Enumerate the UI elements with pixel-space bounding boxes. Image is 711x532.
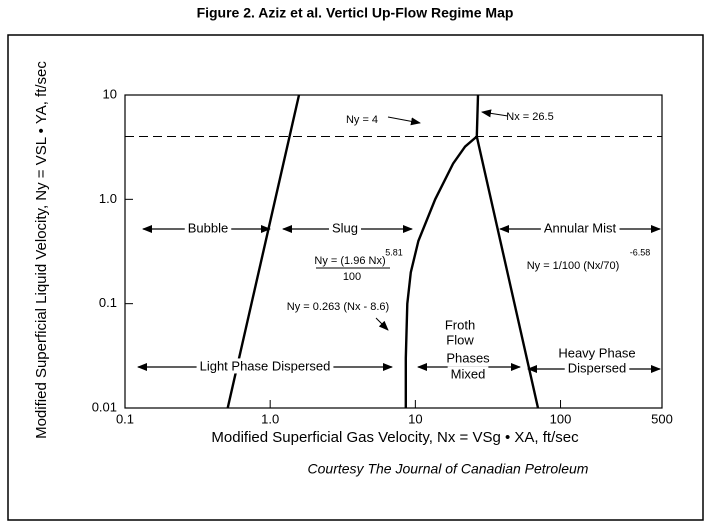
x-tick-label: 500 <box>651 411 673 426</box>
label-background <box>196 358 334 374</box>
x-tick-label: 0.1 <box>116 411 134 426</box>
annotation: Bubble <box>188 220 228 235</box>
annotation: Ny = 0.263 (Nx - 8.6) <box>287 301 389 313</box>
label-background <box>328 220 362 236</box>
x-tick-label: 10 <box>408 411 422 426</box>
pointer-arrow <box>375 317 389 331</box>
annotation: Ny = (1.96 Nx) <box>314 255 385 267</box>
annotation: Annular Mist <box>544 220 617 235</box>
source: Courtesy The Journal of Canadian Petrole… <box>308 461 589 477</box>
y-tick-label: 0.1 <box>99 295 117 310</box>
boundary-line <box>475 136 540 409</box>
label-background <box>564 360 630 376</box>
chart-title: Figure 2. Aziz et al. Verticl Up-Flow Re… <box>197 5 514 21</box>
label-background <box>555 345 639 361</box>
label-background <box>443 350 494 366</box>
frame <box>7 34 704 521</box>
annotation: 5.81 <box>385 247 403 257</box>
boundary-line <box>475 94 480 137</box>
annotation: Ny = 4 <box>346 114 378 126</box>
annotation: -6.58 <box>630 247 651 257</box>
boundary-line <box>226 94 301 409</box>
pointer-arrow <box>387 116 421 126</box>
label-background <box>447 366 489 382</box>
annotation: Dispersed <box>568 360 627 375</box>
annotation: Ny = 1/100 (Nx/70) <box>527 260 620 272</box>
x-tick-label: 100 <box>550 411 572 426</box>
x-axis-title: Modified Superficial Gas Velocity, Nx = … <box>211 429 579 446</box>
y-tick-label: 0.01 <box>92 399 117 414</box>
label-background <box>540 220 620 236</box>
annotation: Mixed <box>451 366 486 381</box>
annotation: Phases <box>446 350 490 365</box>
annotation: Froth <box>445 317 475 332</box>
annotation: Nx = 26.5 <box>506 111 553 123</box>
boundary-line <box>404 135 478 408</box>
annotation: Heavy Phase <box>558 345 635 360</box>
y-axis-title: Modified Superficial Liquid Velocity, Ny… <box>33 61 50 439</box>
annotation: Flow <box>446 332 474 347</box>
annotation: Slug <box>332 220 358 235</box>
plot-frame <box>124 94 663 409</box>
annotation: 100 <box>343 271 361 283</box>
annotation: Light Phase Dispersed <box>200 358 331 373</box>
y-tick-label: 1.0 <box>99 191 117 206</box>
y-tick-label: 10 <box>103 86 117 101</box>
pointer-arrow <box>481 109 509 118</box>
label-background <box>184 220 232 236</box>
x-tick-label: 1.0 <box>261 411 279 426</box>
